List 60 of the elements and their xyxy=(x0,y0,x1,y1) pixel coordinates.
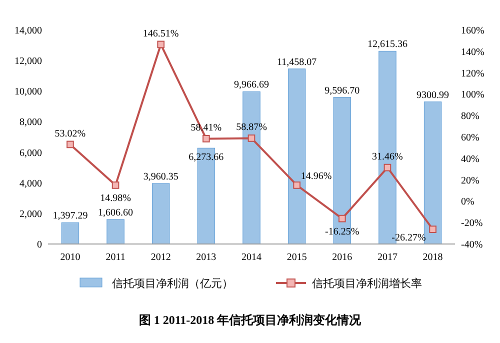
x-tick-label: 2015 xyxy=(286,252,307,263)
y2-tick-label: 120% xyxy=(461,68,484,80)
data-label: 1,606.60 xyxy=(98,207,134,218)
y-tick-label: 6,000 xyxy=(20,148,42,159)
bar xyxy=(106,219,124,244)
x-tick-label: 2014 xyxy=(242,252,262,263)
point xyxy=(293,182,300,189)
y2-tick-label: -40% xyxy=(461,240,483,250)
x-tick-label: 2016 xyxy=(332,252,352,263)
y2-tick-label: 80% xyxy=(461,111,480,122)
x-tick-label: 2013 xyxy=(196,252,216,263)
y-tick-label: 2,000 xyxy=(20,208,42,220)
x-tick-label: 2012 xyxy=(150,252,171,263)
y-tick-label: 12,000 xyxy=(14,56,42,68)
data-label: 14.96% xyxy=(300,171,332,182)
bar xyxy=(152,183,170,244)
data-label: -16.25% xyxy=(325,226,360,238)
y2-tick-label: 0% xyxy=(461,196,474,208)
y-tick-label: 8,000 xyxy=(20,117,42,128)
y-tick-label: 14,000 xyxy=(14,26,42,36)
bar xyxy=(424,102,442,244)
point xyxy=(384,164,392,172)
y2-tick-label: -20% xyxy=(461,218,483,230)
y2-tick-label: 160% xyxy=(461,26,484,36)
y-tick-label: 4,000 xyxy=(20,178,42,190)
x-tick-label: 2017 xyxy=(377,252,398,263)
data-label: 146.51% xyxy=(142,28,179,40)
data-label: 12,615.36 xyxy=(367,39,408,50)
point xyxy=(338,214,346,222)
legend-label: 信托项目净利润增长率 xyxy=(312,277,422,290)
point xyxy=(112,182,120,189)
data-label: 9300.99 xyxy=(416,90,450,101)
y2-tick-label: 60% xyxy=(461,132,480,144)
x-tick-label: 2010 xyxy=(60,252,80,263)
text: 图 1 2011-2018 年信托项目净利润变化情况 xyxy=(138,313,362,327)
data-label: 1,397.29 xyxy=(52,210,88,222)
data-label: 9,596.70 xyxy=(324,85,360,96)
point xyxy=(157,40,165,48)
point xyxy=(202,135,210,142)
point xyxy=(66,140,74,148)
y2-tick-label: 20% xyxy=(461,175,480,186)
data-label: 9,966.69 xyxy=(234,80,269,91)
data-label: 58.87% xyxy=(236,122,267,134)
bar xyxy=(61,222,80,244)
point xyxy=(248,134,256,142)
data-label: 53.02% xyxy=(54,128,86,140)
y2-tick-label: 100% xyxy=(461,90,484,101)
data-label: 11,458.07 xyxy=(277,56,317,68)
y-tick-label: 10,000 xyxy=(14,86,42,98)
y2-tick-label: 140% xyxy=(461,46,484,58)
data-label: 6,273.66 xyxy=(188,152,224,164)
x-tick-label: 2018 xyxy=(422,252,443,263)
point xyxy=(429,226,436,233)
y-tick-label: 0 xyxy=(37,240,42,250)
data-label: 31.46% xyxy=(372,152,403,163)
y2-tick-label: 40% xyxy=(461,154,480,165)
data-label: 3,960.35 xyxy=(143,171,178,182)
x-tick-label: 2011 xyxy=(106,252,126,263)
data-label: 14.98% xyxy=(100,193,131,204)
legend-label: 信托项目净利润（亿元） xyxy=(112,277,233,290)
